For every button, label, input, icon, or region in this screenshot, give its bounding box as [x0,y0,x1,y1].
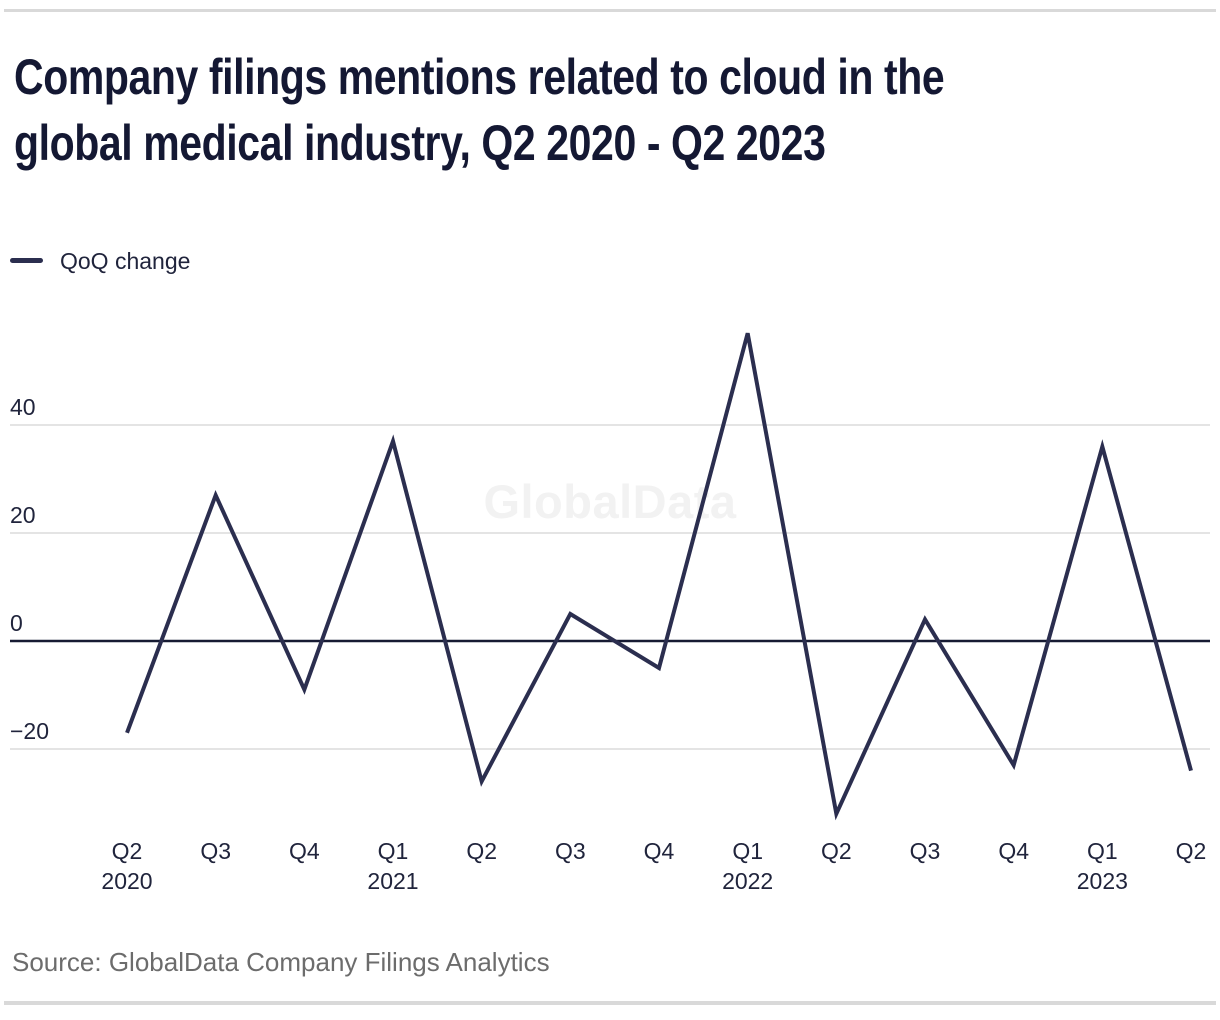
legend-label: QoQ change [60,248,191,274]
legend-line-swatch [10,258,43,263]
chart-title-line2: global medical industry, Q2 2020 - Q2 20… [14,115,826,171]
source-caption: Source: GlobalData Company Filings Analy… [12,947,550,977]
top-divider [4,9,1216,12]
chart-title-line1: Company filings mentions related to clou… [14,49,945,105]
chart-title: Company filings mentions related to clou… [14,44,1148,176]
watermark: GlobalData [483,475,737,528]
bottom-divider [4,1001,1216,1005]
qoq-change-line [125,332,1193,821]
